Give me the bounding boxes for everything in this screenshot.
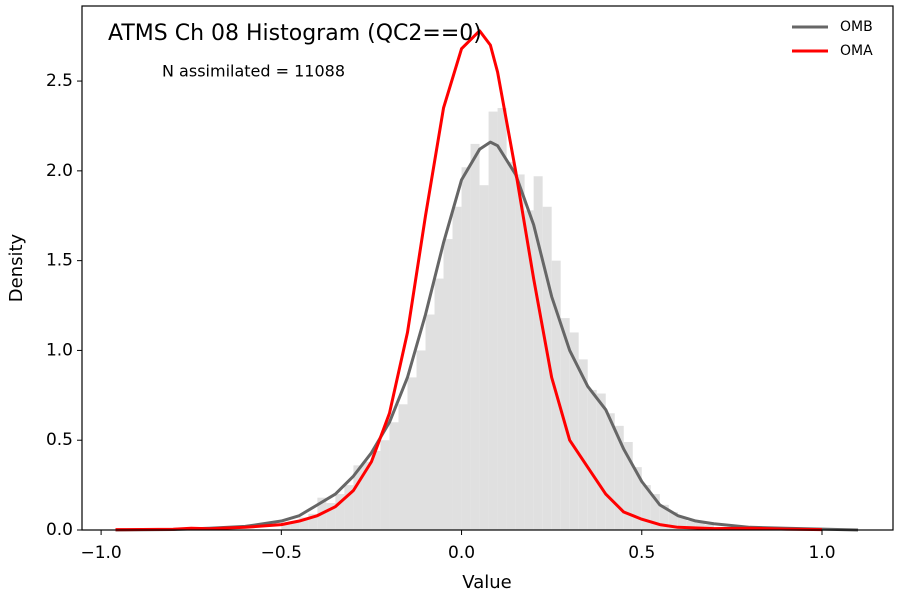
density-line bbox=[115, 140, 859, 532]
x-tick-label: −0.5 bbox=[261, 543, 302, 563]
histogram-bar bbox=[425, 314, 435, 530]
x-axis-label: Value bbox=[462, 572, 511, 593]
plot-frame bbox=[81, 5, 894, 531]
histogram-bar bbox=[677, 517, 687, 530]
histogram-bar bbox=[578, 359, 588, 530]
annotation: N assimilated = 11088 bbox=[162, 62, 345, 81]
histogram-bar bbox=[614, 425, 624, 530]
histogram-bar bbox=[623, 442, 633, 530]
x-tick-label: −1.0 bbox=[80, 543, 121, 563]
histogram-bar bbox=[695, 522, 705, 530]
histogram-bar bbox=[389, 422, 399, 530]
y-tick-label: 2.0 bbox=[46, 161, 73, 181]
histogram-bar bbox=[524, 210, 534, 530]
histogram-bar bbox=[479, 185, 489, 531]
histogram-bar bbox=[434, 278, 444, 530]
histogram-bar bbox=[497, 107, 507, 530]
histogram-bar bbox=[686, 521, 696, 530]
histogram-bar bbox=[281, 522, 291, 530]
legend-label: OMA bbox=[840, 43, 873, 59]
histogram-bar bbox=[362, 461, 372, 530]
histogram-bar bbox=[299, 517, 309, 530]
y-tick-label: 0.0 bbox=[46, 520, 73, 540]
chart-title: ATMS Ch 08 Histogram (QC2==0) bbox=[108, 21, 482, 46]
histogram-bar bbox=[470, 143, 480, 530]
histogram-bar bbox=[632, 467, 642, 530]
y-tick-label: 1.5 bbox=[46, 251, 73, 271]
histogram-bar bbox=[659, 504, 669, 530]
histogram-bar bbox=[308, 513, 318, 530]
histogram-bar bbox=[605, 413, 615, 530]
histogram-bar bbox=[668, 512, 678, 530]
y-tick-label: 1.0 bbox=[46, 340, 73, 360]
histogram-bar bbox=[542, 206, 552, 531]
histogram-bar bbox=[443, 239, 453, 530]
histogram-bar bbox=[596, 393, 606, 530]
histogram-bar bbox=[371, 450, 381, 530]
histogram-bar bbox=[398, 404, 408, 530]
density-line bbox=[115, 29, 823, 532]
histogram-bar bbox=[290, 521, 300, 530]
histogram-bar bbox=[506, 161, 516, 530]
histogram-bar bbox=[533, 176, 543, 530]
x-tick-label: 0.5 bbox=[628, 543, 655, 563]
y-tick-label: 0.5 bbox=[46, 430, 73, 450]
legend-label: OMB bbox=[840, 19, 873, 35]
histogram-bar bbox=[587, 389, 597, 530]
histogram-bar bbox=[488, 111, 498, 530]
histogram-bar bbox=[569, 332, 579, 530]
histogram-bar bbox=[416, 350, 426, 530]
x-tick-label: 1.0 bbox=[808, 543, 835, 563]
histogram-bar bbox=[407, 377, 417, 530]
histogram-bar bbox=[452, 206, 462, 531]
histogram-bar bbox=[650, 494, 660, 530]
y-tick-label: 2.5 bbox=[46, 71, 73, 91]
histogram-bar bbox=[515, 174, 525, 530]
x-tick-label: 0.0 bbox=[448, 543, 475, 563]
histogram-bar bbox=[641, 485, 651, 530]
histogram-bar bbox=[353, 465, 363, 530]
histogram-bar bbox=[461, 167, 471, 530]
histogram-bar bbox=[380, 440, 390, 530]
histogram-bar bbox=[335, 494, 345, 530]
y-axis-label: Density bbox=[6, 233, 27, 302]
histogram-bar bbox=[326, 503, 336, 530]
histogram-bar bbox=[344, 485, 354, 530]
